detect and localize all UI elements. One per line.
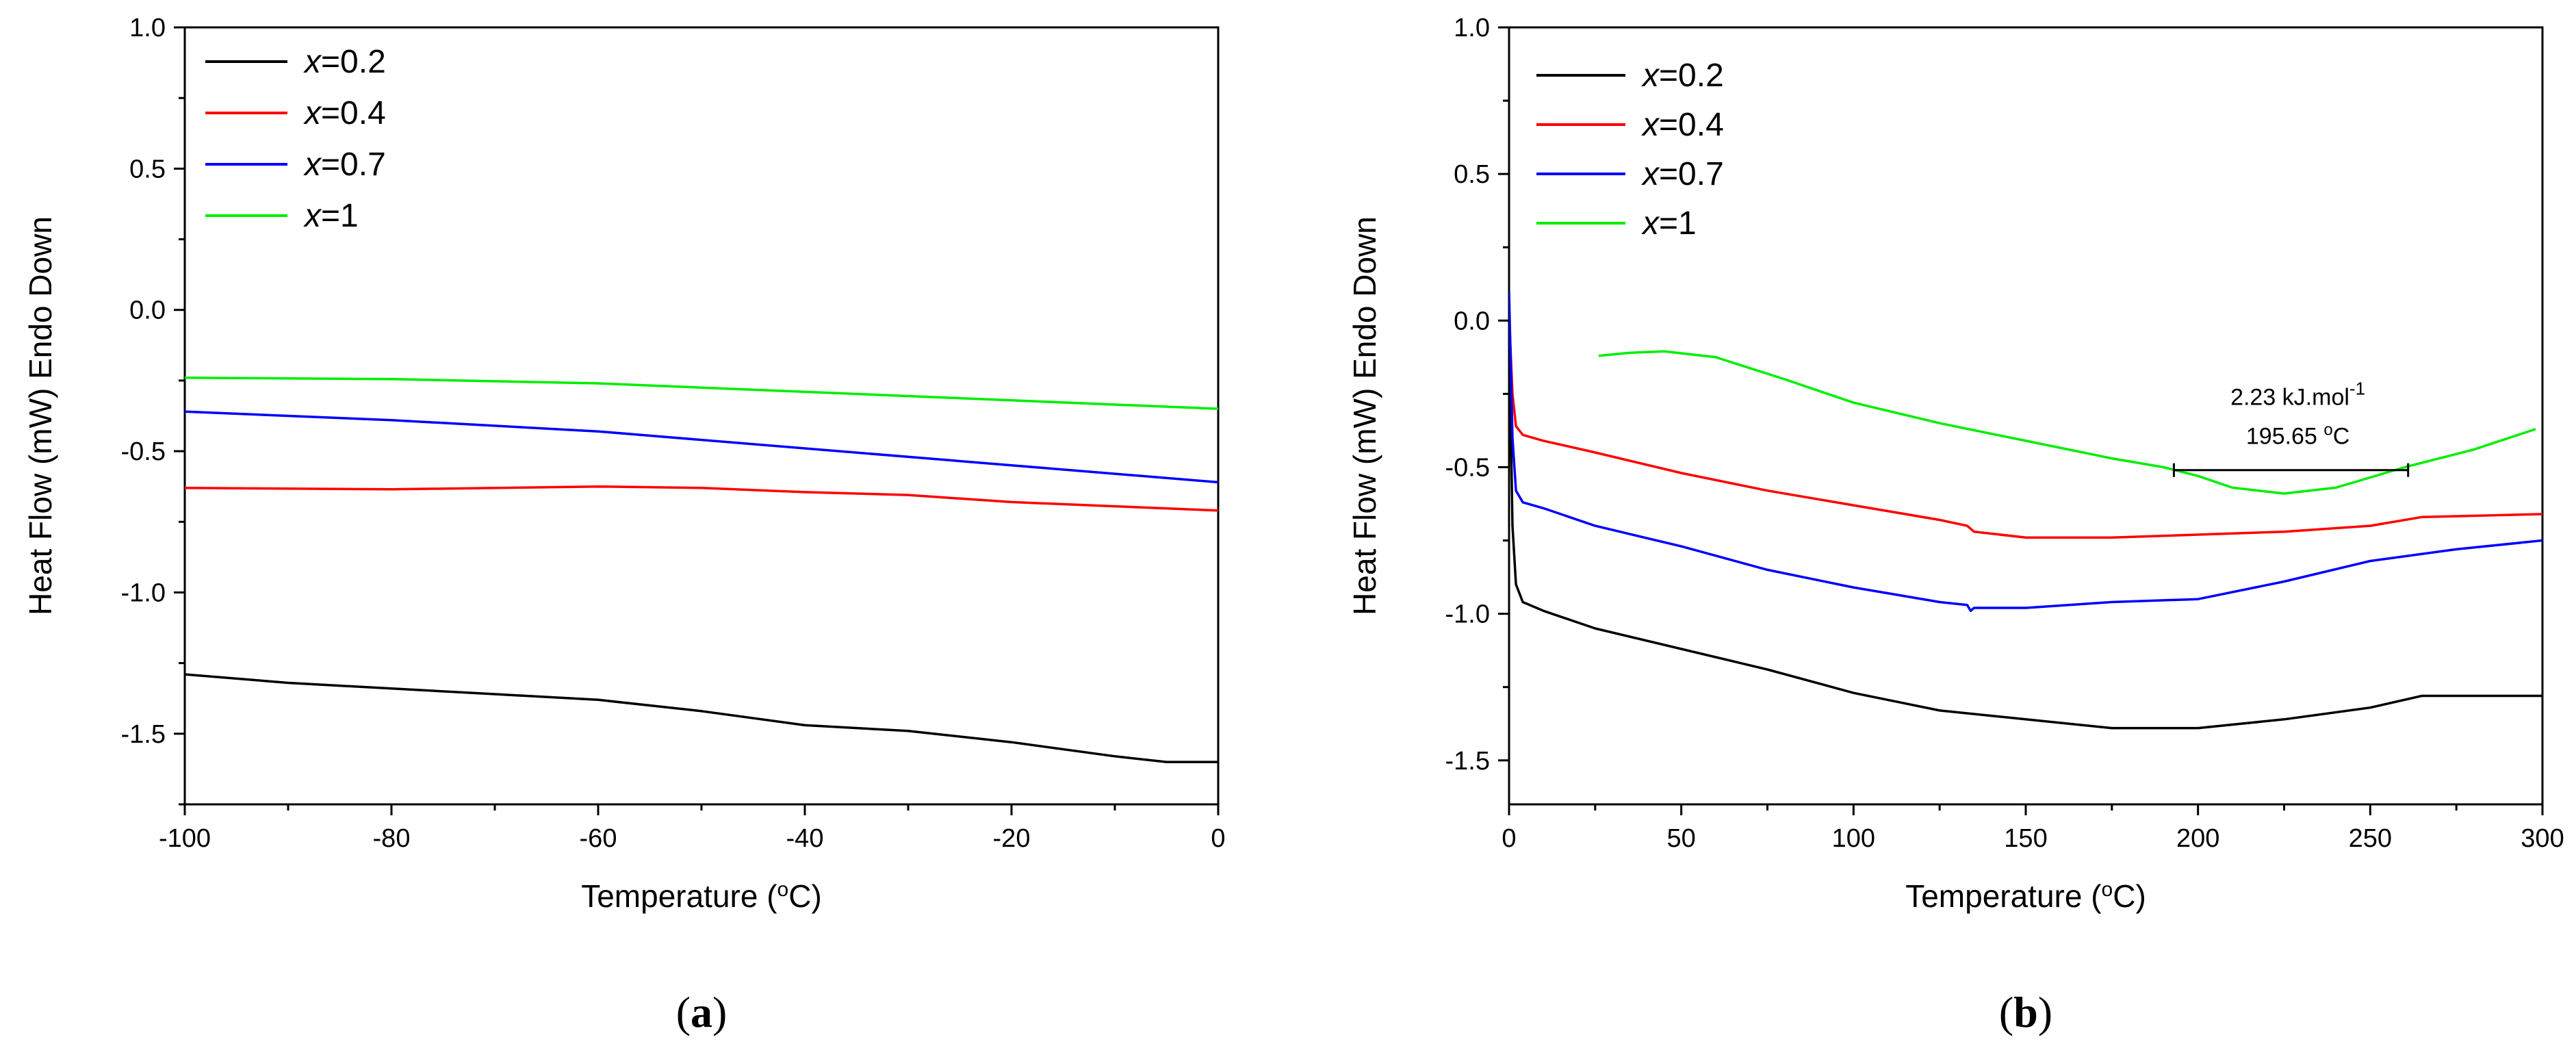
y-tick-label: -1.5	[1445, 747, 1490, 776]
x-axis-title: Temperature (oC)	[1905, 878, 2146, 915]
y-tick-label: 1.0	[129, 14, 166, 42]
legend-label: x=0.7	[303, 146, 386, 183]
panel-label: (b)	[1999, 988, 2052, 1036]
plot-frame	[183, 26, 1220, 806]
series-group	[1509, 291, 2542, 730]
x-tick-label: 50	[1667, 824, 1696, 853]
legend-label: x=0.2	[1641, 58, 1724, 94]
x-tick-label: 300	[2521, 824, 2564, 853]
y-tick-label: -0.5	[121, 437, 166, 466]
annotation-temperature: 195.65 oC	[2246, 420, 2349, 450]
y-tick-label: -1.0	[1445, 600, 1490, 629]
y-tick-label: -1.0	[121, 578, 166, 607]
chart-panel-b: 0 50 100 150 200 250 300 1.0 0.5 0.0 -0.5 -1.0 -1.5 T…	[1347, 14, 2564, 1036]
y-tick-label: -1.5	[121, 720, 166, 749]
series-line-x=0.7	[1509, 291, 2542, 613]
plot-frame	[1508, 26, 2544, 806]
series-line-x=0.4	[1509, 314, 2542, 539]
series-line-x=0.2	[185, 673, 1218, 763]
x-tick-label: 250	[2349, 824, 2392, 853]
legend-label: x=0.4	[1641, 107, 1724, 143]
series-line-x=0.7	[185, 410, 1218, 484]
x-tick-label: -40	[786, 824, 824, 853]
legend-label: x=1	[1641, 205, 1697, 242]
legend: x=0.2 x=0.4 x=0.7 x=1	[205, 44, 386, 234]
y-axis-title: Heat Flow (mW) Endo Down	[23, 216, 58, 615]
y-tick-label: 0.5	[129, 155, 166, 183]
y-axis-title: Heat Flow (mW) Endo Down	[1347, 216, 1382, 615]
y-tick-label: 0.0	[129, 296, 166, 325]
x-tick-label: -20	[993, 824, 1031, 853]
series-line-x=0.2	[1509, 296, 2542, 730]
legend-label: x=1	[303, 198, 359, 234]
series-line-x=1	[185, 377, 1218, 410]
series-group	[185, 377, 1218, 763]
series-line-x=1	[1598, 350, 2536, 495]
chart-panel-a: -100 -80 -60 -40 -20 0 1.0 0.5 0.0 -0.5 -1.0 -1.5 Te…	[23, 14, 1226, 1036]
x-axis-title: Temperature (oC)	[581, 878, 822, 915]
annotation-enthalpy: 2.23 kJ.mol-1	[2230, 379, 2365, 411]
x-tick-label: -80	[373, 824, 411, 853]
legend-label: x=0.4	[303, 95, 386, 131]
series-line-x=0.4	[185, 485, 1218, 512]
x-tick-label: 150	[2004, 824, 2047, 853]
annotation: 2.23 kJ.mol-1 195.65 oC	[2172, 379, 2410, 477]
legend-label: x=0.2	[303, 44, 386, 80]
legend-label: x=0.7	[1641, 156, 1724, 192]
y-tick-label: -0.5	[1445, 453, 1490, 482]
x-tick-label: 0	[1502, 824, 1516, 853]
x-tick-label: 0	[1211, 824, 1225, 853]
panel-label: (a)	[676, 988, 727, 1036]
legend: x=0.2 x=0.4 x=0.7 x=1	[1536, 58, 1724, 242]
x-tick-label: -60	[580, 824, 617, 853]
y-tick-label: 1.0	[1454, 14, 1490, 42]
x-tick-label: -100	[159, 824, 211, 853]
y-tick-label: 0.0	[1454, 307, 1490, 335]
y-tick-label: 0.5	[1454, 160, 1490, 189]
x-tick-label: 100	[1832, 824, 1875, 853]
x-tick-label: 200	[2176, 824, 2219, 853]
